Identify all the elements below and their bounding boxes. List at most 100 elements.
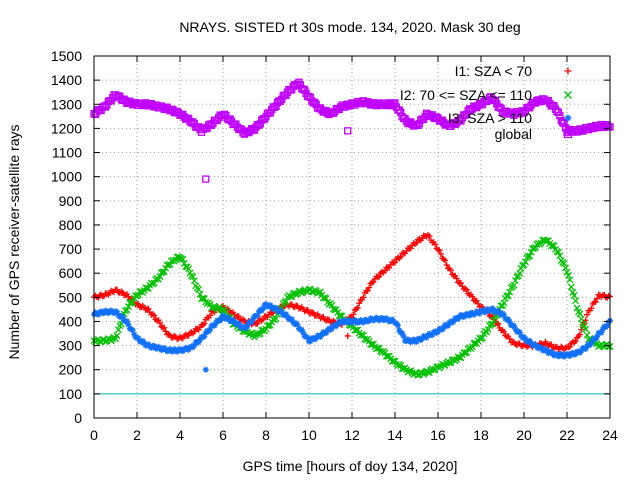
- data-point: [386, 264, 393, 271]
- data-point: [506, 335, 513, 342]
- data-point: [397, 253, 404, 260]
- data-point: [436, 247, 443, 254]
- y-tick-label: 200: [59, 362, 83, 378]
- data-point: [482, 309, 489, 316]
- data-point: [317, 333, 324, 340]
- legend-marker: [563, 129, 573, 139]
- data-point: [599, 326, 606, 333]
- data-point: [584, 311, 591, 318]
- data-point: [273, 304, 280, 311]
- legend-label: I3: SZA > 110: [448, 110, 532, 126]
- data-point: [598, 329, 605, 336]
- data-point: [313, 335, 320, 342]
- data-point: [254, 312, 261, 319]
- data-point: [478, 334, 486, 342]
- data-point: [191, 342, 198, 349]
- data-point: [145, 305, 152, 312]
- data-point: [578, 347, 585, 354]
- data-point: [240, 316, 247, 323]
- data-point: [522, 335, 529, 342]
- data-point: [504, 292, 512, 300]
- data-point: [592, 335, 599, 342]
- data-point: [512, 325, 519, 332]
- data-point: [185, 265, 193, 273]
- data-point: [604, 322, 611, 329]
- x-tick-label: 16: [430, 427, 446, 443]
- data-point: [443, 262, 450, 269]
- data-point: [490, 316, 498, 324]
- y-tick-label: 1200: [51, 120, 82, 136]
- data-point: [566, 352, 573, 359]
- data-point: [400, 333, 407, 340]
- data-point: [156, 319, 163, 326]
- data-point: [131, 331, 138, 338]
- data-point: [503, 292, 511, 300]
- data-point: [334, 321, 341, 328]
- series-global: [90, 78, 614, 138]
- data-point: [113, 308, 120, 315]
- data-point: [185, 346, 192, 353]
- data-point: [391, 99, 399, 107]
- data-point: [284, 313, 291, 320]
- y-tick-label: 600: [59, 265, 83, 281]
- data-point: [426, 233, 433, 240]
- legend: I1: SZA < 70 I2: 70 <= SZA <= 110 I3: SZA …: [400, 63, 573, 142]
- legend-label: I1: SZA < 70: [455, 63, 533, 79]
- data-point: [152, 316, 159, 323]
- data-point: [129, 327, 136, 334]
- data-point: [376, 273, 383, 280]
- data-point: [382, 352, 390, 360]
- data-point: [500, 311, 507, 318]
- data-point: [288, 316, 295, 323]
- data-point: [582, 345, 589, 352]
- data-point: [195, 285, 203, 293]
- data-point: [484, 326, 492, 334]
- data-point: [272, 315, 280, 323]
- x-tick-label: 2: [133, 427, 141, 443]
- data-point: [304, 334, 311, 341]
- data-point: [505, 316, 512, 323]
- y-tick-label: 0: [74, 410, 82, 426]
- data-point: [323, 329, 330, 336]
- outlier-point: [344, 127, 352, 135]
- data-point: [463, 286, 470, 293]
- data-point: [567, 283, 575, 291]
- data-point: [300, 329, 307, 336]
- data-point: [195, 339, 202, 346]
- data-point: [516, 329, 523, 336]
- data-point: [190, 277, 198, 285]
- data-point: [307, 338, 314, 345]
- data-point: [356, 300, 363, 307]
- y-tick-label: 500: [59, 289, 83, 305]
- data-point: [114, 326, 122, 334]
- x-tick-label: 18: [473, 427, 489, 443]
- y-tick-label: 1400: [51, 72, 82, 88]
- data-point: [360, 319, 367, 326]
- data-point: [212, 320, 219, 327]
- data-point: [369, 279, 376, 286]
- data-point: [572, 338, 579, 345]
- data-point: [151, 342, 158, 349]
- data-point: [294, 321, 301, 328]
- data-point: [556, 111, 564, 120]
- data-point: [440, 256, 447, 263]
- data-point: [573, 304, 581, 312]
- data-point: [231, 318, 238, 325]
- x-tick-label: 10: [301, 427, 317, 443]
- data-point: [412, 241, 419, 248]
- data-point: [370, 278, 377, 285]
- data-point: [445, 322, 452, 329]
- data-point: [113, 332, 121, 340]
- data-point: [506, 288, 514, 296]
- data-point: [495, 320, 502, 327]
- y-tick-label: 700: [59, 241, 83, 257]
- x-tick-label: 6: [219, 427, 227, 443]
- data-point: [588, 340, 595, 347]
- data-point: [588, 305, 595, 312]
- data-point: [201, 320, 208, 327]
- data-point: [207, 312, 214, 319]
- data-point: [437, 251, 444, 258]
- x-tick-label: 20: [516, 427, 532, 443]
- data-point: [189, 273, 197, 281]
